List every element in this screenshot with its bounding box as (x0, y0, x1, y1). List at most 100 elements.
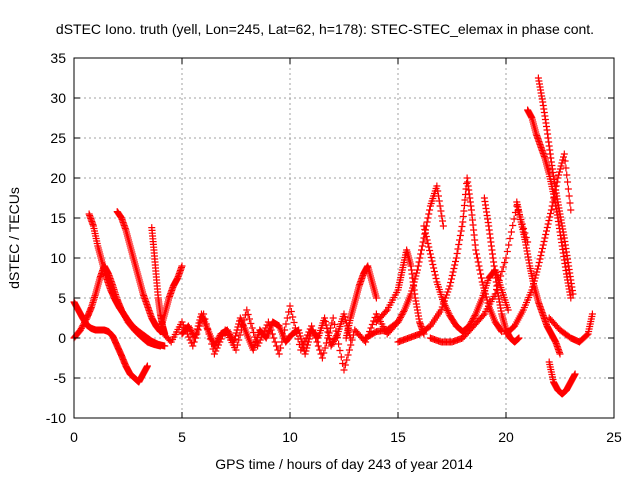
data-point (233, 341, 241, 349)
data-point (424, 214, 432, 222)
data-point (497, 272, 505, 280)
data-point (457, 227, 465, 235)
data-point (302, 334, 310, 342)
data-point (540, 238, 548, 245)
data-point (426, 247, 434, 254)
data-point (343, 356, 351, 364)
data-point (186, 336, 194, 344)
data-point (296, 332, 304, 340)
data-point (331, 321, 339, 328)
data-point (341, 361, 349, 369)
y-tick-label: -5 (54, 370, 67, 386)
data-point (327, 342, 335, 350)
data-point (477, 270, 485, 278)
data-point (543, 224, 551, 231)
data-point (424, 240, 432, 247)
data-point (321, 314, 329, 322)
data-point (415, 258, 423, 266)
data-point (567, 206, 575, 214)
data-point (438, 212, 446, 220)
data-point (414, 262, 422, 270)
data-point (432, 275, 440, 282)
data-point (456, 232, 464, 239)
data-point (394, 318, 402, 326)
data-point (76, 326, 84, 334)
data-point (80, 320, 88, 328)
data-point (538, 245, 546, 252)
data-point (212, 339, 220, 347)
data-point (143, 362, 151, 370)
data-point (270, 334, 278, 342)
data-point (273, 342, 280, 350)
data-point (535, 259, 543, 266)
data-point (287, 308, 295, 315)
series-5 (156, 262, 186, 334)
data-point (295, 329, 303, 337)
data-point (564, 178, 572, 186)
y-tick-label: 25 (50, 130, 66, 146)
x-tick-label: 0 (70, 429, 78, 445)
data-point (325, 332, 333, 339)
data-point (321, 318, 329, 325)
data-point (557, 162, 565, 170)
data-point (224, 328, 232, 335)
data-point (190, 333, 198, 340)
data-point (555, 168, 563, 176)
data-point (337, 353, 345, 361)
data-point (340, 310, 348, 318)
data-point (186, 325, 194, 333)
x-tick-label: 5 (178, 429, 186, 445)
data-point (297, 335, 305, 343)
data-point (506, 235, 514, 242)
series-18 (534, 74, 577, 298)
x-tick-label: 15 (390, 429, 406, 445)
data-point (301, 337, 309, 345)
data-point (435, 197, 443, 205)
data-point (583, 331, 591, 339)
data-point (247, 320, 255, 327)
data-point (499, 263, 507, 271)
data-point (347, 341, 355, 349)
data-point (509, 222, 517, 229)
data-point (439, 222, 447, 230)
data-point (556, 165, 564, 173)
data-point (556, 350, 564, 358)
data-point (437, 306, 445, 314)
data-point (561, 157, 569, 165)
data-point (320, 349, 328, 357)
data-point (396, 314, 404, 321)
data-point (562, 164, 570, 172)
data-point (244, 311, 252, 318)
data-point (502, 254, 510, 262)
data-point (232, 346, 240, 354)
data-point (482, 293, 490, 301)
data-point (563, 171, 571, 179)
data-point (290, 319, 298, 326)
series-20 (545, 310, 596, 346)
data-point (471, 312, 479, 319)
data-point (439, 298, 447, 306)
data-point (560, 150, 568, 158)
data-point (534, 265, 542, 273)
y-tick-label: -10 (46, 410, 66, 426)
data-point (161, 342, 169, 350)
data-point (227, 334, 235, 341)
data-point (413, 269, 421, 277)
data-point (277, 344, 285, 352)
data-point (223, 326, 231, 334)
data-point (446, 282, 454, 290)
data-point (195, 319, 203, 327)
data-point (398, 311, 406, 318)
data-point (440, 300, 448, 308)
x-tick-label: 10 (282, 429, 298, 445)
data-point (302, 347, 310, 355)
data-point (458, 223, 466, 230)
data-point (81, 317, 89, 325)
data-point (453, 250, 461, 257)
y-tick-label: 30 (50, 90, 66, 106)
data-point (468, 318, 476, 325)
data-point (443, 305, 451, 313)
data-point (503, 248, 511, 255)
x-tick-label: 25 (606, 429, 622, 445)
data-point (214, 335, 222, 342)
